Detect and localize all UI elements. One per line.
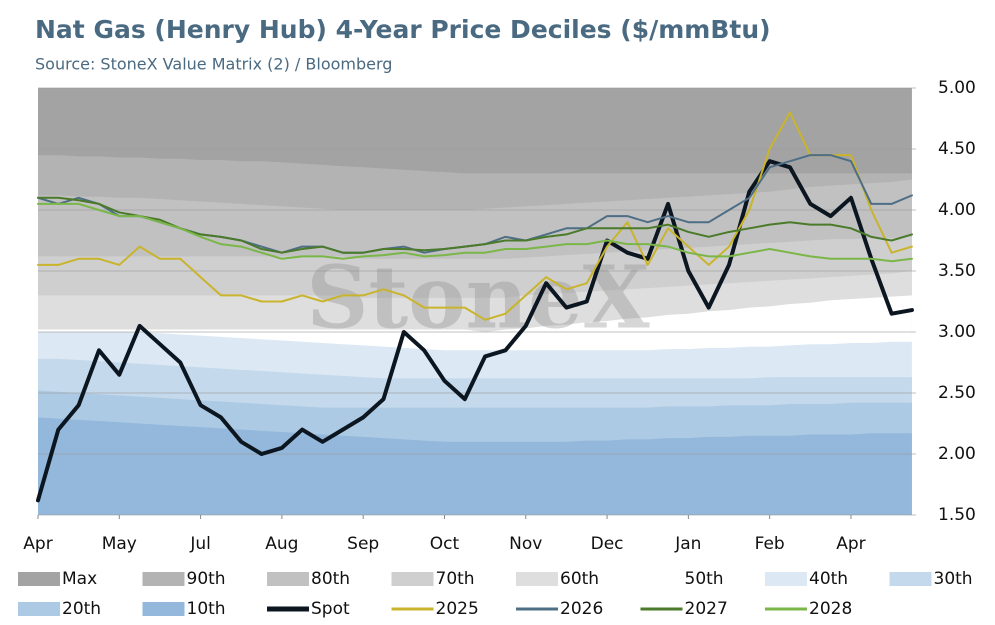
price-lines bbox=[36, 111, 914, 503]
chart-subtitle: Source: StoneX Value Matrix (2) / Bloomb… bbox=[35, 55, 392, 74]
y-tick-label: 2.00 bbox=[938, 444, 976, 464]
x-tick-label: Apr bbox=[836, 534, 865, 554]
legend-label: 2028 bbox=[809, 599, 852, 619]
price-line bbox=[37, 111, 913, 321]
y-tick-label: 3.50 bbox=[938, 261, 976, 281]
legend-swatch bbox=[18, 572, 60, 586]
x-tick-label: Jan bbox=[674, 534, 701, 554]
legend-swatch bbox=[267, 572, 309, 586]
legend-label: 10th bbox=[187, 599, 226, 619]
legend-label: 90th bbox=[187, 569, 226, 589]
x-tick-label: Feb bbox=[755, 534, 785, 554]
legend: Max 90th 80th 70th 60th 50th 40th 30th 20th 10th S… bbox=[18, 569, 973, 619]
y-tick-label: 4.00 bbox=[938, 200, 976, 220]
axes: 1.50 2.00 2.50 3.00 3.50 4.00 4.50 5.00 Apr May Ju… bbox=[23, 78, 976, 554]
legend-swatch bbox=[889, 572, 932, 586]
x-tick-label: Nov bbox=[509, 534, 542, 554]
legend-label: Max bbox=[62, 569, 97, 589]
legend-label: 40th bbox=[809, 569, 848, 589]
legend-swatch bbox=[18, 602, 60, 616]
legend-swatch bbox=[516, 572, 558, 586]
x-tick-label: Jul bbox=[189, 534, 211, 554]
x-tick-label: Aug bbox=[265, 534, 298, 554]
legend-label: 2027 bbox=[685, 599, 728, 619]
x-tick-label: Apr bbox=[23, 534, 52, 554]
legend-label: 50th bbox=[685, 569, 724, 589]
legend-swatch bbox=[391, 572, 434, 586]
x-tick-label: Dec bbox=[591, 534, 624, 554]
chart-title: Nat Gas (Henry Hub) 4-Year Price Deciles… bbox=[35, 15, 771, 44]
price-line bbox=[37, 202, 913, 263]
legend-swatch bbox=[142, 602, 185, 616]
x-tick-label: May bbox=[102, 534, 137, 554]
legend-label: 30th bbox=[934, 569, 973, 589]
x-tick-label: Oct bbox=[430, 534, 460, 554]
legend-label: 2026 bbox=[560, 599, 603, 619]
y-tick-label: 4.50 bbox=[938, 139, 976, 159]
price-line bbox=[36, 159, 914, 503]
legend-label: 2025 bbox=[436, 599, 479, 619]
legend-label: 60th bbox=[560, 569, 599, 589]
legend-swatch bbox=[142, 572, 185, 586]
y-tick-label: 1.50 bbox=[938, 505, 976, 525]
legend-label: 80th bbox=[311, 569, 350, 589]
decile-area bbox=[38, 417, 912, 515]
legend-swatch bbox=[640, 572, 683, 586]
legend-label: 70th bbox=[436, 569, 475, 589]
y-tick-label: 3.00 bbox=[938, 322, 976, 342]
y-tick-label: 5.00 bbox=[938, 78, 976, 98]
y-tick-label: 2.50 bbox=[938, 383, 976, 403]
legend-label: Spot bbox=[311, 599, 350, 619]
watermark: StoneX bbox=[306, 248, 649, 349]
x-tick-label: Sep bbox=[347, 534, 379, 554]
legend-swatch bbox=[765, 572, 807, 586]
legend-label: 20th bbox=[62, 599, 101, 619]
